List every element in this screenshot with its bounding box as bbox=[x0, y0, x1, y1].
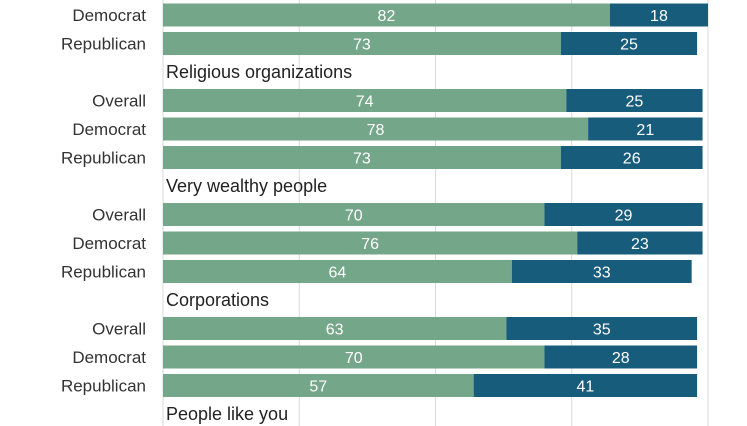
chart-marks: Democrat 82 18 Republican 73 25 Religious orga… bbox=[61, 3, 708, 424]
row-label: Overall bbox=[92, 206, 146, 225]
bar-segment-primary bbox=[163, 317, 507, 340]
data-label: 21 bbox=[636, 122, 654, 139]
bar-segment-primary bbox=[163, 89, 567, 112]
row-label: Republican bbox=[61, 149, 146, 168]
bar-segment-primary bbox=[163, 3, 610, 27]
data-label: 70 bbox=[345, 208, 363, 225]
data-label: 18 bbox=[650, 8, 668, 25]
bar-segment-primary bbox=[163, 32, 561, 55]
data-label: 35 bbox=[593, 322, 611, 339]
data-label: 64 bbox=[329, 265, 347, 282]
data-label: 23 bbox=[631, 236, 649, 253]
bar-segment-secondary bbox=[609, 3, 708, 27]
data-label: 29 bbox=[615, 208, 633, 225]
bar-segment-secondary bbox=[511, 260, 692, 283]
data-label: 25 bbox=[626, 94, 644, 111]
row-label: Democrat bbox=[72, 120, 146, 139]
bar-segment-primary bbox=[163, 231, 578, 255]
bar-segment-secondary bbox=[544, 345, 698, 369]
row-label: Republican bbox=[61, 263, 146, 282]
bar-segment-secondary bbox=[588, 117, 703, 141]
data-label: 33 bbox=[593, 265, 611, 282]
row-label: Democrat bbox=[72, 234, 146, 253]
row-label: Overall bbox=[92, 92, 146, 111]
bar-segment-secondary bbox=[544, 203, 703, 226]
row-label: Overall bbox=[92, 320, 146, 339]
bar-segment-secondary bbox=[577, 231, 703, 255]
bar-segment-secondary bbox=[473, 374, 698, 397]
group-label: People like you bbox=[166, 404, 288, 424]
data-label: 73 bbox=[353, 151, 371, 168]
row-label: Democrat bbox=[72, 6, 146, 25]
data-label: 76 bbox=[361, 236, 379, 253]
row-label: Republican bbox=[61, 35, 146, 54]
group-label: Corporations bbox=[166, 290, 269, 310]
bar-segment-primary bbox=[163, 203, 545, 226]
data-label: 73 bbox=[353, 37, 371, 54]
bar-segment-secondary bbox=[560, 146, 703, 169]
data-label: 57 bbox=[309, 379, 327, 396]
bar-segment-primary bbox=[163, 345, 545, 369]
data-label: 25 bbox=[620, 37, 638, 54]
bar-segment-primary bbox=[163, 260, 512, 283]
data-label: 82 bbox=[378, 8, 396, 25]
row-label: Republican bbox=[61, 377, 146, 396]
data-label: 26 bbox=[623, 151, 641, 168]
data-label: 74 bbox=[356, 94, 374, 111]
group-label: Very wealthy people bbox=[166, 176, 327, 196]
bar-segment-secondary bbox=[560, 32, 698, 55]
bar-segment-primary bbox=[163, 146, 561, 169]
data-label: 70 bbox=[345, 350, 363, 367]
bar-segment-primary bbox=[163, 117, 589, 141]
group-label: Religious organizations bbox=[166, 62, 352, 82]
data-label: 41 bbox=[576, 379, 594, 396]
data-label: 78 bbox=[367, 122, 385, 139]
bar-segment-primary bbox=[163, 374, 474, 397]
row-label: Democrat bbox=[72, 348, 146, 367]
bar-segment-secondary bbox=[506, 317, 698, 340]
data-label: 28 bbox=[612, 350, 630, 367]
bar-segment-secondary bbox=[566, 89, 703, 112]
data-label: 63 bbox=[326, 322, 344, 339]
